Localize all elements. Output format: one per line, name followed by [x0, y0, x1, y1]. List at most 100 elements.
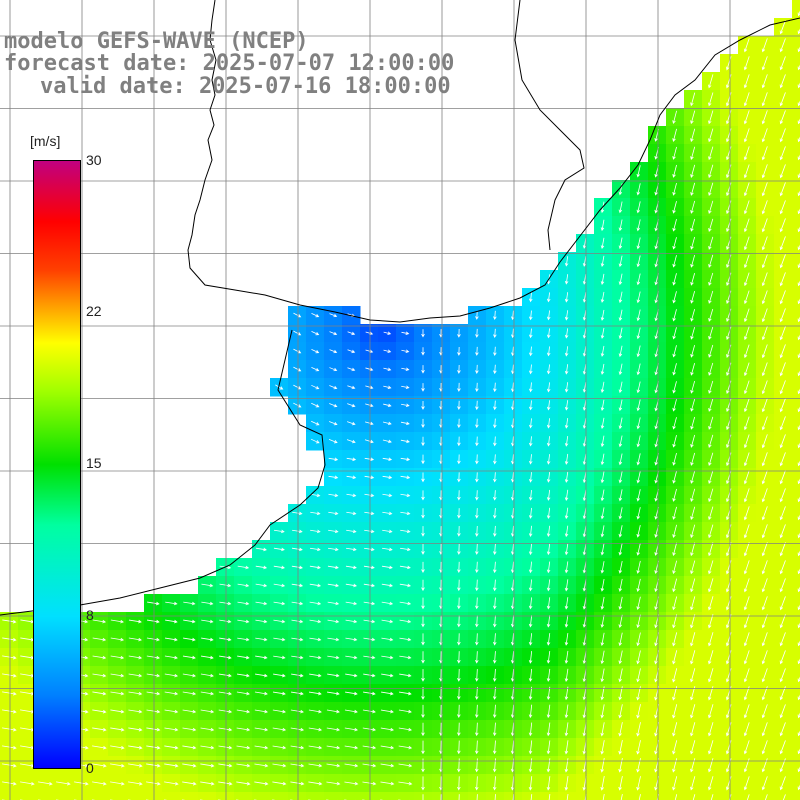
wind-arrow — [564, 435, 569, 447]
wind-arrow — [672, 632, 678, 647]
wind-arrow — [672, 488, 677, 502]
wind-arrow — [236, 673, 250, 678]
wind-arrow — [672, 255, 677, 268]
wind-arrow — [600, 435, 605, 448]
wind-arrow — [128, 637, 142, 642]
wind-arrow — [475, 525, 479, 537]
wind-arrow — [421, 436, 425, 447]
wind-arrow — [345, 565, 357, 570]
wind-arrow — [743, 722, 750, 737]
wind-arrow — [564, 579, 569, 592]
wind-arrow — [528, 400, 533, 411]
wind-arrow — [779, 560, 786, 575]
wind-arrow — [493, 436, 497, 447]
wind-arrow — [365, 385, 374, 390]
wind-arrow — [400, 511, 411, 516]
wind-arrow — [475, 454, 479, 465]
wind-arrow — [600, 255, 605, 267]
wind-arrow — [761, 614, 768, 629]
wind-arrow — [761, 38, 768, 53]
wind-arrow — [618, 507, 623, 520]
wind-cell — [792, 432, 800, 451]
wind-cell — [72, 792, 91, 800]
wind-cell — [306, 792, 325, 800]
wind-arrow — [2, 781, 17, 786]
wind-cell — [360, 792, 379, 800]
wind-cell — [126, 792, 145, 800]
wind-arrow — [725, 668, 732, 683]
wind-arrow — [421, 686, 425, 700]
wind-cell — [612, 792, 631, 800]
wind-arrow — [363, 601, 376, 606]
wind-arrow — [346, 439, 356, 444]
wind-arrow — [743, 362, 750, 377]
wind-arrow — [600, 219, 605, 232]
wind-arrow — [707, 704, 714, 719]
wind-arrow — [182, 781, 197, 786]
wind-arrow — [674, 794, 678, 800]
wind-arrow — [600, 273, 605, 285]
wind-arrow — [779, 218, 786, 233]
wind-arrow — [457, 329, 461, 338]
wind-arrow — [779, 650, 786, 665]
wind-arrow — [564, 740, 569, 755]
wind-arrow — [690, 650, 696, 665]
wind-arrow — [546, 418, 551, 429]
wind-arrow — [327, 655, 340, 660]
wind-arrow — [672, 381, 677, 394]
wind-arrow — [380, 727, 394, 732]
wind-arrow — [38, 781, 53, 786]
wind-arrow — [329, 331, 338, 336]
wind-arrow — [708, 488, 714, 503]
wind-arrow — [92, 709, 107, 714]
wind-arrow — [690, 542, 696, 557]
wind-arrow — [725, 740, 732, 755]
wind-arrow — [564, 382, 569, 393]
wind-arrow — [364, 421, 374, 426]
wind-arrow — [164, 781, 179, 786]
wind-arrow — [236, 745, 251, 750]
wind-arrow — [475, 490, 479, 501]
wind-arrow — [779, 542, 786, 557]
wind-arrow — [293, 330, 302, 336]
wind-arrow — [743, 398, 750, 413]
wind-arrow — [237, 583, 250, 588]
wind-arrow — [600, 650, 605, 665]
wind-cell — [792, 504, 800, 523]
wind-arrow — [725, 92, 732, 107]
wind-arrow — [311, 420, 320, 426]
wind-cell — [792, 270, 800, 289]
wind-arrow — [510, 740, 515, 755]
wind-arrow — [672, 399, 677, 412]
wind-arrow — [237, 565, 250, 570]
wind-arrow — [761, 722, 768, 737]
wind-arrow — [310, 529, 321, 534]
wind-arrow — [493, 543, 497, 555]
wind-arrow — [779, 164, 786, 179]
wind-arrow — [475, 579, 479, 592]
wind-arrow — [273, 637, 286, 642]
wind-arrow — [475, 633, 479, 646]
wind-arrow — [311, 402, 320, 408]
wind-arrow — [672, 506, 677, 520]
wind-arrow — [600, 327, 605, 339]
wind-arrow — [743, 506, 750, 521]
wind-arrow — [273, 601, 286, 606]
wind-arrow — [255, 601, 268, 606]
wind-arrow — [457, 364, 461, 374]
wind-arrow — [219, 637, 232, 642]
wind-arrow — [510, 615, 515, 628]
wind-arrow — [636, 668, 641, 683]
wind-arrow — [528, 310, 533, 321]
wind-arrow — [761, 416, 768, 431]
wind-cell — [792, 540, 800, 559]
wind-arrow — [421, 651, 425, 664]
wind-arrow — [364, 475, 375, 480]
wind-arrow — [254, 691, 268, 696]
wind-arrow — [546, 579, 551, 592]
wind-arrow — [761, 704, 768, 719]
wind-arrow — [708, 146, 714, 161]
wind-arrow — [546, 454, 551, 465]
wind-arrow — [293, 312, 302, 318]
